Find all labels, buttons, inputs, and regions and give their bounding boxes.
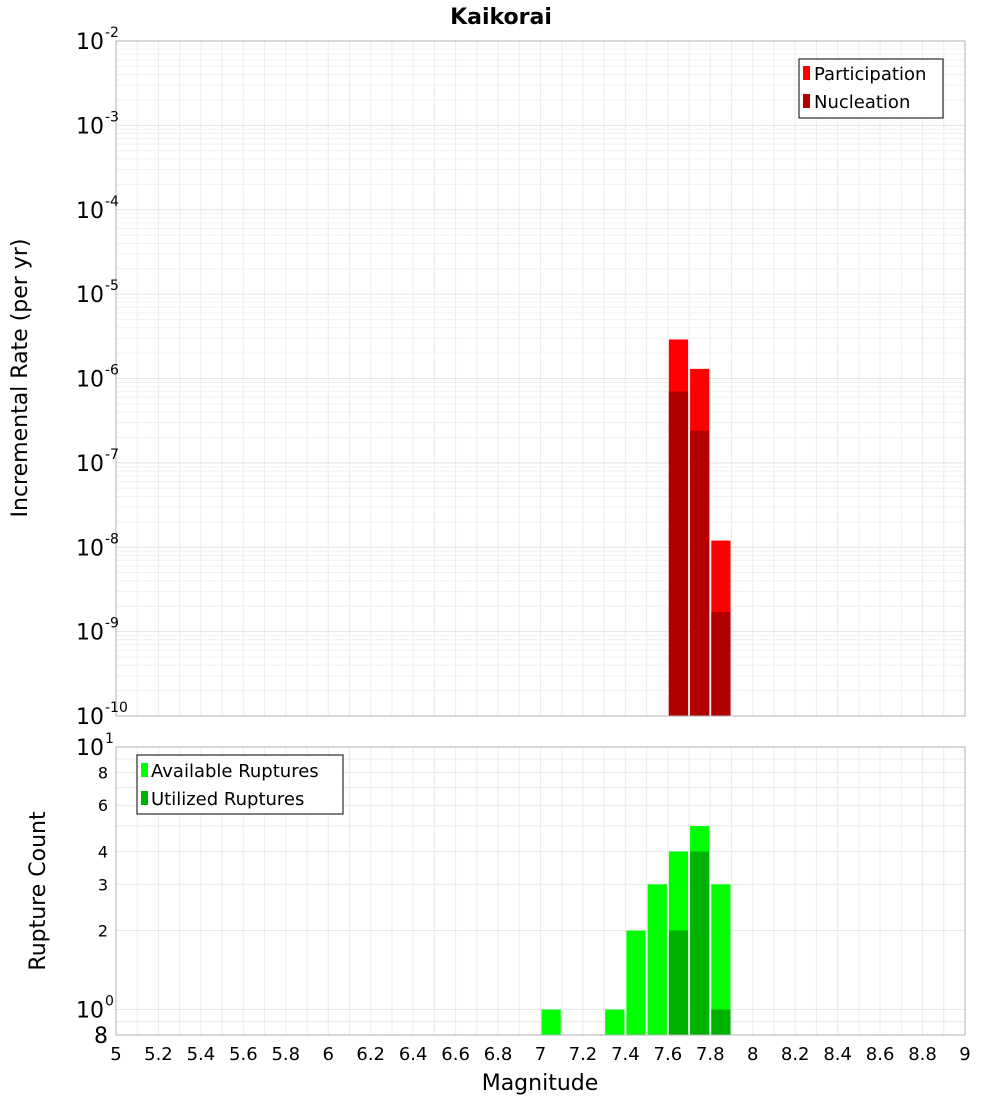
rate-y-tick-exponent: -7 [105, 447, 119, 463]
count-y-tick-minor: 3 [98, 875, 108, 894]
count-bar-utilized-ruptures [690, 851, 710, 1035]
x-tick-label: 7.2 [569, 1044, 598, 1065]
rate-legend-box [798, 58, 944, 119]
count-y-tick-exponent: 1 [105, 731, 114, 747]
rate-y-tick-base: 10 [76, 114, 104, 139]
count-bar-available-ruptures [541, 1009, 561, 1035]
count-bar-available-ruptures [647, 884, 667, 1035]
count-legend: Available Ruptures Utilized Ruptures [136, 754, 344, 815]
count-bar-available-ruptures [626, 930, 646, 1035]
x-tick-label: 5.2 [144, 1044, 173, 1065]
x-tick-label: 8.2 [781, 1044, 810, 1065]
rate-y-tick-exponent: -6 [105, 363, 119, 379]
rate-y-tick-base: 10 [76, 199, 104, 224]
count-bars [541, 826, 731, 1035]
x-tick-label: 7.6 [654, 1044, 683, 1065]
rate-y-tick-exponent: -3 [105, 109, 119, 125]
count-bar-available-ruptures [605, 1009, 625, 1035]
rate-y-tick-base: 10 [76, 536, 104, 561]
rate-y-tick-exponent: -9 [105, 616, 119, 632]
count-y-tick-minor: 6 [98, 796, 108, 815]
legend-label-nucleation: Nucleation [814, 92, 910, 113]
rate-y-tick-exponent: -2 [105, 25, 119, 41]
count-bar-available-ruptures [711, 884, 731, 1035]
x-tick-labels: 5 5.2 5.4 5.6 5.8 6 6.2 6.4 6.6 6.8 7 7.2 7.4 7.6 7.8 8… [110, 1044, 970, 1065]
legend-swatch-nucleation [803, 94, 810, 108]
count-y-tick-minor: 2 [98, 922, 108, 941]
x-tick-label: 6.2 [356, 1044, 385, 1065]
x-tick-label: 5.6 [229, 1044, 258, 1065]
x-tick-label: 7.8 [696, 1044, 725, 1065]
rate-bar-nucleation [690, 430, 710, 716]
x-tick-label: 6.4 [399, 1044, 428, 1065]
legend-label-utilized: Utilized Ruptures [151, 789, 304, 810]
rate-y-axis-label: Incremental Rate (per yr) [8, 239, 33, 518]
count-y-tick-base: 10 [76, 736, 104, 761]
rate-y-tick-base: 10 [76, 283, 104, 308]
count-bar-utilized-ruptures [668, 930, 689, 1035]
count-y-tick-exponent: 0 [105, 994, 114, 1010]
count-legend-box [136, 754, 344, 815]
x-tick-label: 5.8 [271, 1044, 300, 1065]
rate-y-tick-exponent: -8 [105, 531, 119, 547]
count-y-tick-minor: 8 [94, 1024, 108, 1049]
x-tick-label: 6 [323, 1044, 334, 1065]
rate-y-tick-base: 10 [76, 621, 104, 646]
rate-bar-nucleation [668, 391, 689, 716]
rate-gridlines [116, 41, 966, 716]
x-tick-label: 5.4 [187, 1044, 216, 1065]
x-tick-label: 8.6 [866, 1044, 895, 1065]
legend-label-participation: Participation [814, 64, 926, 85]
x-tick-label: 6.6 [441, 1044, 470, 1065]
legend-swatch-participation [803, 66, 810, 80]
rate-y-tick-base: 10 [76, 30, 104, 55]
rate-y-tick-base: 10 [76, 452, 104, 477]
rate-bar-nucleation [711, 612, 731, 716]
rate-y-tick-exponent: -5 [105, 278, 119, 294]
x-tick-label: 9 [959, 1044, 970, 1065]
x-axis-label: Magnitude [482, 1071, 599, 1096]
rate-legend: Participation Nucleation [798, 58, 944, 119]
rate-y-tick-base: 10 [76, 368, 104, 393]
x-tick-label: 8.8 [908, 1044, 937, 1065]
legend-label-available: Available Ruptures [151, 761, 319, 782]
count-bar-utilized-ruptures [711, 1009, 731, 1035]
x-tick-label: 8 [747, 1044, 758, 1065]
rate-plot-border [115, 40, 966, 717]
x-tick-label: 7.4 [611, 1044, 640, 1065]
x-tick-label: 7 [535, 1044, 546, 1065]
rate-y-tick-exponent: -4 [105, 194, 119, 210]
rate-bars [668, 339, 731, 716]
count-y-tick-base: 10 [76, 999, 104, 1024]
x-tick-label: 5 [110, 1044, 121, 1065]
x-tick-label: 8.4 [823, 1044, 852, 1065]
count-y-axis-label: Rupture Count [26, 811, 51, 971]
chart-title: Kaikorai [450, 5, 552, 30]
rate-y-tick-exponent: -10 [105, 700, 128, 716]
legend-swatch-utilized [141, 791, 148, 805]
count-plot-border [115, 746, 966, 1036]
rate-y-tick-base: 10 [76, 705, 104, 730]
count-y-tick-minor: 4 [98, 842, 108, 861]
x-tick-label: 6.8 [484, 1044, 513, 1065]
legend-swatch-available [141, 763, 148, 777]
count-y-tick-minor: 8 [98, 763, 108, 782]
